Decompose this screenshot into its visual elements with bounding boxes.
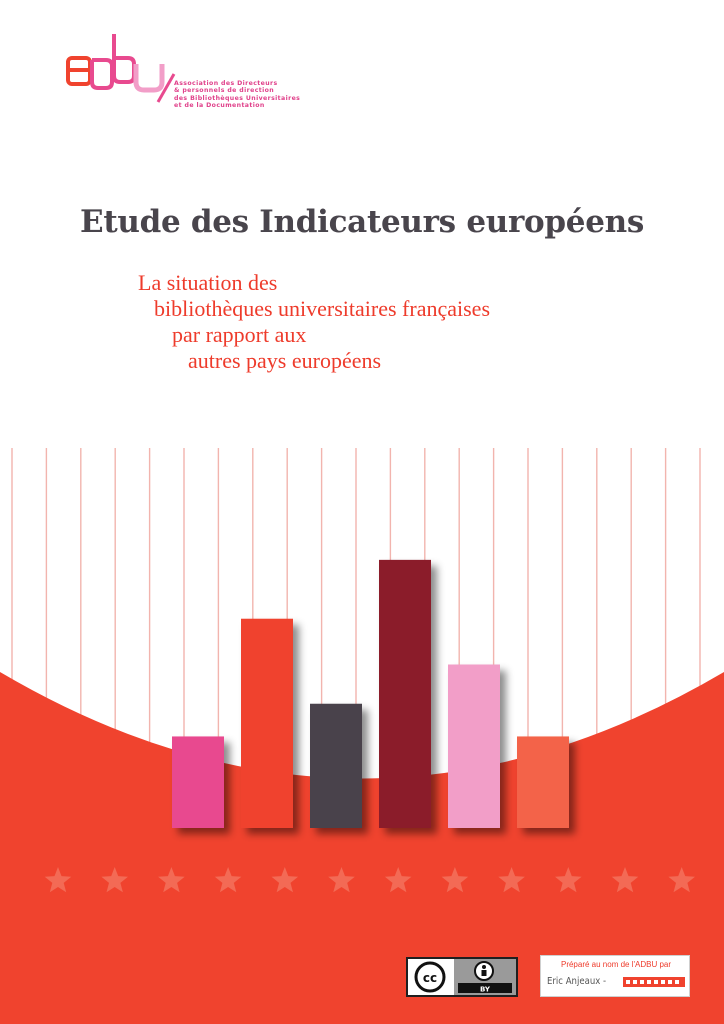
logo-line-4: et de la Documentation — [174, 102, 265, 110]
star-icon — [555, 867, 582, 893]
logo-line-2: & personnels de direction — [174, 87, 275, 95]
star-icon — [271, 867, 299, 893]
chart-bar — [448, 664, 500, 828]
chart-bar — [517, 736, 569, 828]
star-icon — [158, 867, 185, 893]
star-icon — [611, 867, 639, 893]
subtitle-line-1: La situation des — [138, 270, 278, 295]
author-logo — [623, 977, 685, 987]
cc-icon: cc — [414, 961, 446, 993]
page-title: Etude des Indicateurs européens — [79, 204, 645, 240]
logo-association-name: Association des Directeurs & personnels … — [174, 80, 314, 110]
cc-glyph: cc — [423, 971, 437, 985]
prepared-by-box: Préparé au nom de l'ADBU par Eric Anjeau… — [540, 955, 690, 997]
star-icon — [668, 867, 695, 893]
logo-line-1: Association des Directeurs — [174, 80, 278, 87]
chart-bar — [379, 559, 431, 828]
star-row — [44, 867, 695, 893]
logo-line-3: des Bibliothèques Universitaires — [174, 94, 301, 102]
cc-license-badge[interactable]: cc BY — [406, 957, 518, 997]
star-icon — [328, 867, 355, 893]
star-icon — [44, 867, 72, 893]
subtitle-line-3: par rapport aux — [172, 322, 307, 347]
license-label: BY — [480, 986, 491, 994]
chart-bars — [172, 559, 569, 828]
cover-chart-illustration — [0, 448, 724, 1024]
star-icon — [214, 867, 242, 893]
star-icon — [101, 867, 128, 893]
star-icon — [384, 867, 412, 893]
chart-bar — [172, 736, 224, 828]
adbu-logo: Association des Directeurs & personnels … — [62, 30, 312, 120]
chart-bar — [310, 703, 362, 828]
adbu-monogram — [66, 34, 176, 103]
prepared-by-label: Préparé au nom de l'ADBU par — [560, 960, 672, 969]
cc-by-graphic: cc BY — [408, 959, 516, 995]
star-icon — [498, 867, 525, 893]
subtitle-line-4: autres pays européens — [188, 348, 382, 373]
chart-bar — [241, 618, 293, 828]
author-name: Eric Anjeaux - — [547, 976, 607, 987]
subtitle-line-2: bibliothèques universitaires françaises — [154, 296, 491, 321]
attribution-icon — [474, 961, 494, 981]
star-icon — [441, 867, 469, 893]
